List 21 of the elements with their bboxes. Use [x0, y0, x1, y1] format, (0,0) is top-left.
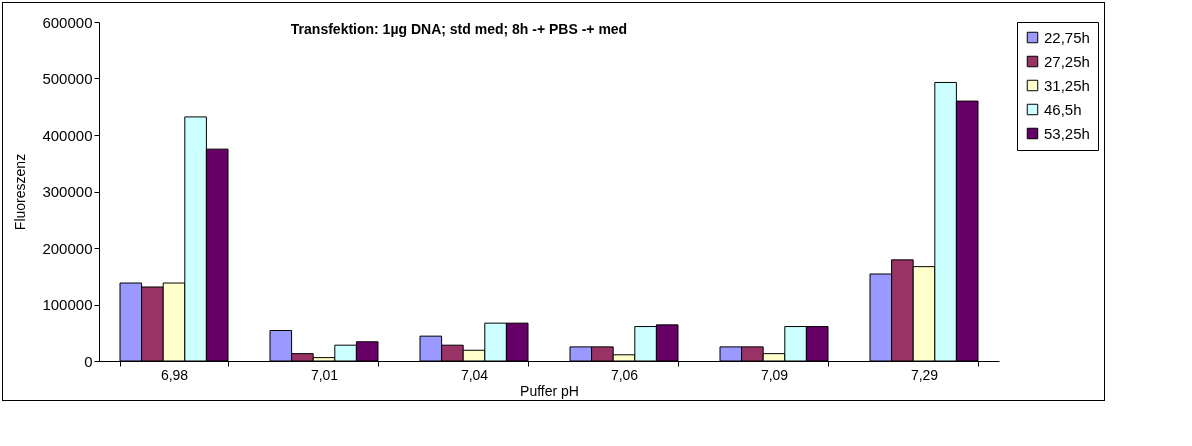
y-tick-label: 600000: [42, 13, 93, 31]
y-tick-label: 100000: [42, 296, 93, 313]
y-tick-label: 400000: [42, 126, 93, 144]
legend-label: 46,5h: [1044, 100, 1082, 118]
y-tick-label: 200000: [42, 239, 93, 257]
legend-label: 22,75h: [1044, 28, 1090, 46]
y-tick-label: 0: [84, 352, 93, 370]
y-axis-title: Fluoreszenz: [12, 153, 29, 231]
y-tick-label: 300000: [42, 183, 93, 200]
x-tick-label: 6,98: [160, 366, 189, 383]
legend-label: 27,25h: [1044, 52, 1090, 70]
x-axis-title: Puffer pH: [520, 382, 579, 399]
chart-title: Transfektion: 1µg DNA; std med; 8h -+ PBS -+ med: [290, 21, 628, 37]
x-tick-label: 7,04: [460, 366, 489, 383]
x-tick-label: 7,09: [760, 366, 789, 383]
y-tick-label: 500000: [42, 70, 93, 87]
legend-label: 31,25h: [1044, 76, 1090, 94]
x-tick-label: 7,29: [910, 366, 939, 383]
x-tick-label: 7,06: [610, 366, 639, 383]
x-tick-label: 7,01: [310, 366, 339, 383]
legend-label: 53,25h: [1044, 124, 1090, 142]
